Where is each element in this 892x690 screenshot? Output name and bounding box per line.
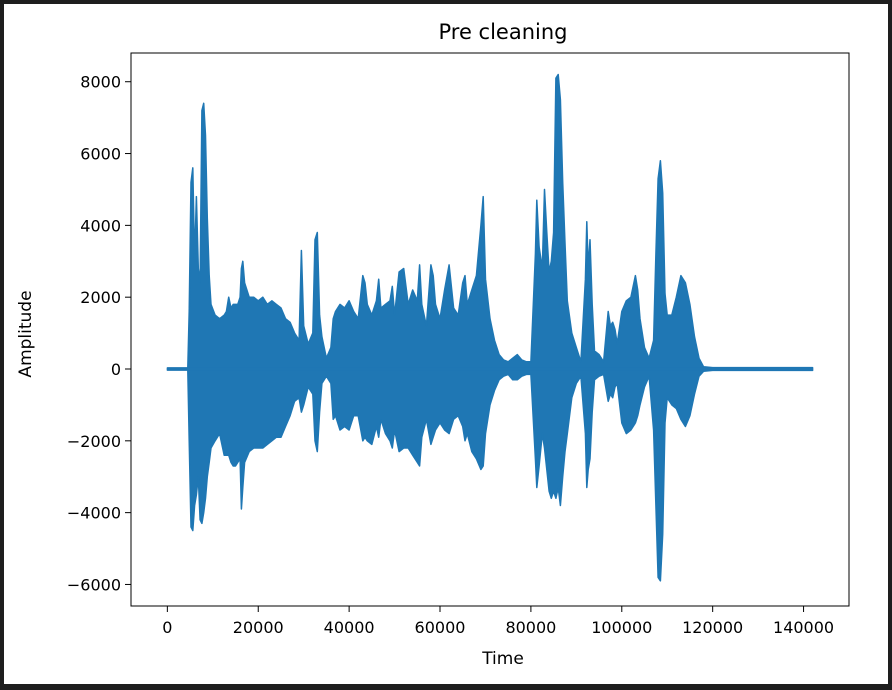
series-waveform	[166, 73, 814, 582]
y-tick-label: 8000	[80, 73, 121, 92]
y-axis: −6000 −4000 −2000 0 2000 4000 6000 8000	[67, 73, 131, 594]
waveform-chart: Pre cleaning 0 20000 40000 60000 80000 100000…	[4, 4, 888, 684]
x-tick-label: 100000	[591, 618, 652, 637]
x-tick-label: 0	[162, 618, 172, 637]
x-tick-label: 120000	[682, 618, 743, 637]
plot-area	[166, 73, 814, 582]
axes-frame	[130, 52, 850, 607]
chart-title: Pre cleaning	[438, 20, 567, 44]
y-tick-label: 0	[111, 360, 121, 379]
x-tick-label: 60000	[415, 618, 466, 637]
y-tick-label: −4000	[67, 504, 121, 523]
figure: Pre cleaning 0 20000 40000 60000 80000 100000…	[4, 4, 888, 684]
y-tick-label: −2000	[67, 432, 121, 451]
y-tick-label: 2000	[80, 288, 121, 307]
x-axis: 0 20000 40000 60000 80000 100000 120000 140000	[162, 606, 834, 637]
x-axis-label: Time	[481, 649, 524, 669]
y-tick-label: 4000	[80, 216, 121, 235]
y-tick-label: −6000	[67, 575, 121, 594]
x-tick-label: 20000	[233, 618, 284, 637]
y-axis-label: Amplitude	[16, 290, 36, 377]
y-tick-label: 6000	[80, 145, 121, 164]
x-tick-label: 80000	[505, 618, 556, 637]
x-tick-label: 140000	[773, 618, 834, 637]
x-tick-label: 40000	[324, 618, 375, 637]
